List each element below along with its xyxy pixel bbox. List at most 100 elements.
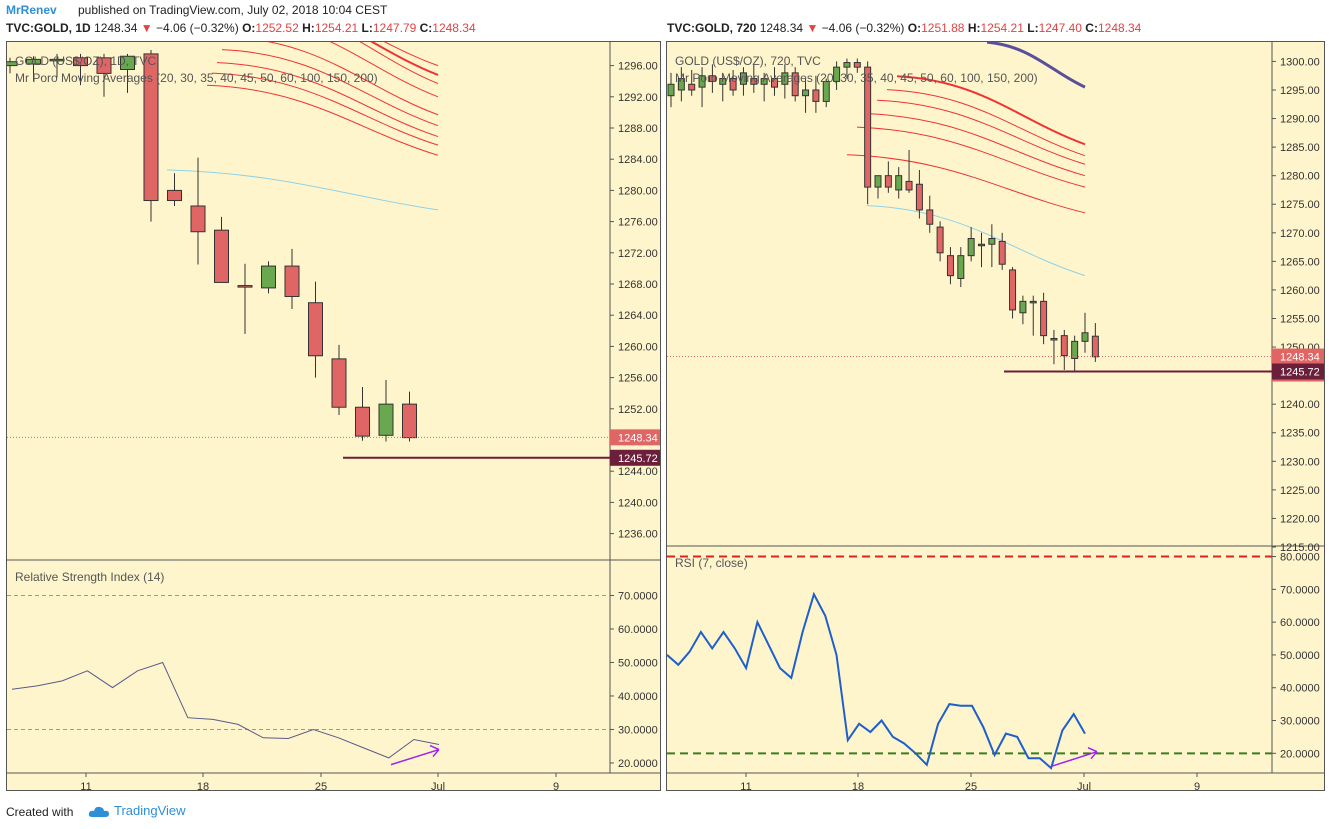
- candle-body: [331, 358, 347, 408]
- chart-legend-title: GOLD (US$/OZ), 720, TVC: [675, 54, 821, 68]
- price-tick-label: 1260.00: [1280, 285, 1320, 297]
- right-close: 1248.34: [1097, 21, 1142, 35]
- moving-average-line: [886, 89, 1086, 157]
- left-symbol: TVC:GOLD, 1D: [6, 21, 91, 35]
- price-tick-label: 1235.00: [1280, 428, 1320, 440]
- moving-average-line: [267, 42, 439, 116]
- candle-body: [812, 89, 820, 102]
- cloud-icon: [88, 806, 110, 818]
- candle-body: [802, 89, 810, 97]
- last-price-badge: 1248.34: [618, 432, 658, 444]
- time-tick-label: 11: [740, 781, 751, 790]
- moving-average-line: [866, 205, 1086, 277]
- right-chart[interactable]: 1300.00 1295.00 1290.00 1285.00 1280.00 1275.…: [666, 41, 1325, 791]
- price-tick-label: 1268.00: [618, 279, 658, 291]
- left-change: −4.06 (−0.32%): [155, 21, 239, 35]
- right-high: 1254.21: [980, 21, 1024, 35]
- price-tick-label: 1276.00: [618, 217, 658, 229]
- publish-bar: MrRenev published on TradingView.com, Ju…: [0, 0, 1329, 18]
- price-tick-label: 1255.00: [1280, 313, 1320, 325]
- right-ohlc-header: TVC:GOLD, 720 1248.34 ▼ −4.06 (−0.32%) O…: [667, 21, 1141, 35]
- moving-average-line: [846, 154, 1086, 214]
- candle-body: [905, 180, 913, 191]
- rsi-legend: Relative Strength Index (14): [15, 570, 164, 584]
- chart-legend-title: GOLD (US$/OZ), 1D, TVC: [15, 54, 156, 68]
- candle-body: [998, 240, 1006, 265]
- support-badge-bg: [1272, 363, 1324, 380]
- last-price-badge-bg: [610, 429, 660, 446]
- left-last-price: 1248.34: [94, 21, 138, 35]
- rsi-line: [667, 591, 1086, 770]
- candle-body: [1081, 332, 1089, 342]
- price-tick-label: 1264.00: [618, 310, 658, 322]
- candle-body: [853, 62, 861, 68]
- moving-average-line: [383, 42, 439, 67]
- candle-body: [1091, 335, 1099, 358]
- price-tick-label: 1240.00: [618, 497, 658, 509]
- price-tick-label: 1240.00: [1280, 399, 1320, 411]
- candle-body: [73, 57, 88, 67]
- candle-body: [864, 66, 872, 188]
- right-chart-canvas[interactable]: 1300.00 1295.00 1290.00 1285.00 1280.00 1275.…: [667, 42, 1324, 790]
- price-tick-label: 1295.00: [1280, 85, 1320, 97]
- candle-body: [7, 61, 18, 67]
- price-tick-label: 1292.00: [618, 92, 658, 104]
- left-o-label: O:: [242, 21, 256, 35]
- candle-body: [988, 238, 996, 245]
- candle-body: [190, 205, 206, 233]
- candle-body: [967, 238, 975, 257]
- price-tick-label: 1290.00: [1280, 114, 1320, 126]
- support-badge: 1245.72: [1280, 367, 1320, 379]
- moving-average-line: [216, 62, 439, 138]
- price-tick-label: 1288.00: [618, 123, 658, 135]
- price-tick-label: 1244.00: [618, 466, 658, 478]
- right-low: 1247.40: [1038, 21, 1082, 35]
- time-tick-label: Jul: [1077, 781, 1091, 790]
- candle-body: [1050, 337, 1058, 341]
- price-tick-label: 1284.00: [618, 154, 658, 166]
- time-tick-label: 9: [1194, 781, 1200, 790]
- right-l-label: L:: [1027, 21, 1039, 35]
- candle-body: [750, 78, 758, 85]
- price-tick-label: 1256.00: [618, 373, 658, 385]
- tradingview-logo[interactable]: TradingView: [88, 803, 186, 818]
- price-tick-label: 1270.00: [1280, 228, 1320, 240]
- right-c-label: C:: [1085, 21, 1098, 35]
- last-price-badge-bg: [1272, 348, 1324, 365]
- price-tick-label: 1260.00: [618, 341, 658, 353]
- rsi-tick-label: 80.0000: [1280, 552, 1320, 564]
- candle-body: [120, 55, 135, 70]
- candle-body: [143, 53, 159, 202]
- time-tick-label: 25: [965, 781, 977, 790]
- left-c-label: C:: [419, 21, 433, 35]
- left-chart[interactable]: 1296.00 1292.00 1288.00 1284.00 1280.00 1276.…: [6, 41, 661, 791]
- rsi-tick-label: 70.0000: [1280, 584, 1320, 596]
- candle-body: [667, 83, 675, 97]
- footer: Created with TradingView: [0, 795, 1329, 829]
- author-name[interactable]: MrRenev: [6, 3, 57, 17]
- candle-body: [688, 83, 696, 91]
- moving-average-line: [986, 42, 1086, 89]
- price-tick-label: 1280.00: [1280, 171, 1320, 183]
- candle-body: [261, 265, 276, 289]
- candle-body: [822, 80, 830, 102]
- moving-average-line: [370, 42, 439, 76]
- candle-body: [26, 58, 41, 65]
- candle-body: [739, 72, 747, 85]
- rsi-tick-label: 30.0000: [1280, 716, 1320, 728]
- support-badge-bg: [610, 449, 660, 466]
- price-tick-label: 1236.00: [618, 529, 658, 541]
- rsi-tick-label: 40.0000: [1280, 683, 1320, 695]
- divergence-arrow: [390, 748, 440, 766]
- right-h-label: H:: [967, 21, 981, 35]
- left-chart-canvas[interactable]: 1296.00 1292.00 1288.00 1284.00 1280.00 1276.…: [7, 42, 660, 790]
- left-open: 1252.52: [255, 21, 299, 35]
- moving-average-line: [211, 72, 439, 146]
- rsi-tick-label: 60.0000: [618, 624, 658, 636]
- price-tick-label: 1220.00: [1280, 513, 1320, 525]
- candle-body: [355, 406, 370, 437]
- candle-body: [378, 403, 394, 436]
- time-tick-label: 11: [80, 781, 91, 790]
- last-price-badge: 1248.34: [1280, 352, 1320, 364]
- moving-average-line: [856, 126, 1086, 188]
